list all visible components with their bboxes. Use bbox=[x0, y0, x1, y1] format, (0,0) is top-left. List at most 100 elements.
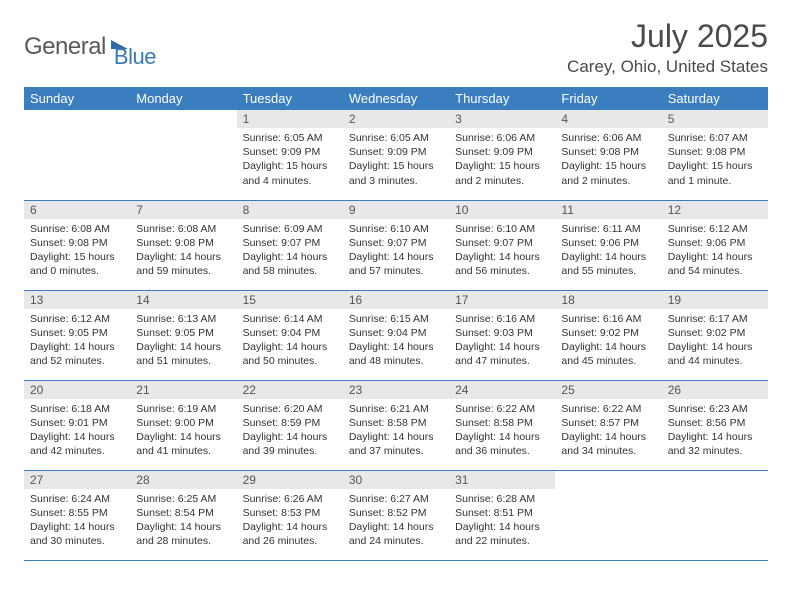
calendar-cell: 13Sunrise: 6:12 AMSunset: 9:05 PMDayligh… bbox=[24, 290, 130, 380]
day-number: 18 bbox=[555, 291, 661, 309]
calendar-row: 13Sunrise: 6:12 AMSunset: 9:05 PMDayligh… bbox=[24, 290, 768, 380]
calendar-cell: 28Sunrise: 6:25 AMSunset: 8:54 PMDayligh… bbox=[130, 470, 236, 560]
calendar-cell: 27Sunrise: 6:24 AMSunset: 8:55 PMDayligh… bbox=[24, 470, 130, 560]
day-body: Sunrise: 6:05 AMSunset: 9:09 PMDaylight:… bbox=[343, 128, 449, 192]
day-body: Sunrise: 6:16 AMSunset: 9:03 PMDaylight:… bbox=[449, 309, 555, 373]
day-number: 19 bbox=[662, 291, 768, 309]
day-number: 30 bbox=[343, 471, 449, 489]
calendar-cell: 20Sunrise: 6:18 AMSunset: 9:01 PMDayligh… bbox=[24, 380, 130, 470]
calendar-cell: 30Sunrise: 6:27 AMSunset: 8:52 PMDayligh… bbox=[343, 470, 449, 560]
calendar-cell: 8Sunrise: 6:09 AMSunset: 9:07 PMDaylight… bbox=[237, 200, 343, 290]
day-number: 16 bbox=[343, 291, 449, 309]
day-number: 9 bbox=[343, 201, 449, 219]
day-number: 7 bbox=[130, 201, 236, 219]
month-title: July 2025 bbox=[567, 18, 768, 55]
calendar-cell: 18Sunrise: 6:16 AMSunset: 9:02 PMDayligh… bbox=[555, 290, 661, 380]
day-number: 8 bbox=[237, 201, 343, 219]
day-number: 5 bbox=[662, 110, 768, 128]
calendar-cell: 4Sunrise: 6:06 AMSunset: 9:08 PMDaylight… bbox=[555, 110, 661, 200]
calendar-cell: 22Sunrise: 6:20 AMSunset: 8:59 PMDayligh… bbox=[237, 380, 343, 470]
day-body: Sunrise: 6:12 AMSunset: 9:06 PMDaylight:… bbox=[662, 219, 768, 283]
calendar-cell: 12Sunrise: 6:12 AMSunset: 9:06 PMDayligh… bbox=[662, 200, 768, 290]
logo: General Blue bbox=[24, 18, 156, 70]
day-body: Sunrise: 6:22 AMSunset: 8:57 PMDaylight:… bbox=[555, 399, 661, 463]
calendar-cell: 3Sunrise: 6:06 AMSunset: 9:09 PMDaylight… bbox=[449, 110, 555, 200]
day-body: Sunrise: 6:25 AMSunset: 8:54 PMDaylight:… bbox=[130, 489, 236, 553]
day-number: 13 bbox=[24, 291, 130, 309]
day-body: Sunrise: 6:05 AMSunset: 9:09 PMDaylight:… bbox=[237, 128, 343, 192]
day-body: Sunrise: 6:24 AMSunset: 8:55 PMDaylight:… bbox=[24, 489, 130, 553]
day-body: Sunrise: 6:21 AMSunset: 8:58 PMDaylight:… bbox=[343, 399, 449, 463]
calendar: Sunday Monday Tuesday Wednesday Thursday… bbox=[24, 87, 768, 561]
calendar-cell: 24Sunrise: 6:22 AMSunset: 8:58 PMDayligh… bbox=[449, 380, 555, 470]
day-number: 27 bbox=[24, 471, 130, 489]
day-body: Sunrise: 6:06 AMSunset: 9:09 PMDaylight:… bbox=[449, 128, 555, 192]
day-body: Sunrise: 6:07 AMSunset: 9:08 PMDaylight:… bbox=[662, 128, 768, 192]
day-body: Sunrise: 6:27 AMSunset: 8:52 PMDaylight:… bbox=[343, 489, 449, 553]
day-body: Sunrise: 6:17 AMSunset: 9:02 PMDaylight:… bbox=[662, 309, 768, 373]
day-body: Sunrise: 6:22 AMSunset: 8:58 PMDaylight:… bbox=[449, 399, 555, 463]
calendar-cell: 2Sunrise: 6:05 AMSunset: 9:09 PMDaylight… bbox=[343, 110, 449, 200]
day-body: Sunrise: 6:08 AMSunset: 9:08 PMDaylight:… bbox=[24, 219, 130, 283]
calendar-row: 27Sunrise: 6:24 AMSunset: 8:55 PMDayligh… bbox=[24, 470, 768, 560]
day-body: Sunrise: 6:14 AMSunset: 9:04 PMDaylight:… bbox=[237, 309, 343, 373]
day-body: Sunrise: 6:10 AMSunset: 9:07 PMDaylight:… bbox=[449, 219, 555, 283]
day-number: 14 bbox=[130, 291, 236, 309]
location: Carey, Ohio, United States bbox=[567, 57, 768, 77]
day-body: Sunrise: 6:08 AMSunset: 9:08 PMDaylight:… bbox=[130, 219, 236, 283]
day-body: Sunrise: 6:12 AMSunset: 9:05 PMDaylight:… bbox=[24, 309, 130, 373]
day-body: Sunrise: 6:13 AMSunset: 9:05 PMDaylight:… bbox=[130, 309, 236, 373]
day-number: 29 bbox=[237, 471, 343, 489]
calendar-row: 20Sunrise: 6:18 AMSunset: 9:01 PMDayligh… bbox=[24, 380, 768, 470]
calendar-cell: 10Sunrise: 6:10 AMSunset: 9:07 PMDayligh… bbox=[449, 200, 555, 290]
weekday-header: Thursday bbox=[449, 87, 555, 110]
day-body: Sunrise: 6:18 AMSunset: 9:01 PMDaylight:… bbox=[24, 399, 130, 463]
header: General Blue July 2025 Carey, Ohio, Unit… bbox=[24, 18, 768, 77]
day-number: 25 bbox=[555, 381, 661, 399]
day-number: 31 bbox=[449, 471, 555, 489]
day-body: Sunrise: 6:09 AMSunset: 9:07 PMDaylight:… bbox=[237, 219, 343, 283]
day-number: 24 bbox=[449, 381, 555, 399]
calendar-cell bbox=[130, 110, 236, 200]
calendar-cell: 14Sunrise: 6:13 AMSunset: 9:05 PMDayligh… bbox=[130, 290, 236, 380]
day-number: 3 bbox=[449, 110, 555, 128]
day-number: 26 bbox=[662, 381, 768, 399]
calendar-cell: 19Sunrise: 6:17 AMSunset: 9:02 PMDayligh… bbox=[662, 290, 768, 380]
day-body: Sunrise: 6:28 AMSunset: 8:51 PMDaylight:… bbox=[449, 489, 555, 553]
calendar-cell: 25Sunrise: 6:22 AMSunset: 8:57 PMDayligh… bbox=[555, 380, 661, 470]
calendar-cell: 31Sunrise: 6:28 AMSunset: 8:51 PMDayligh… bbox=[449, 470, 555, 560]
calendar-cell: 5Sunrise: 6:07 AMSunset: 9:08 PMDaylight… bbox=[662, 110, 768, 200]
day-number: 6 bbox=[24, 201, 130, 219]
calendar-cell: 11Sunrise: 6:11 AMSunset: 9:06 PMDayligh… bbox=[555, 200, 661, 290]
day-number: 11 bbox=[555, 201, 661, 219]
calendar-row: 1Sunrise: 6:05 AMSunset: 9:09 PMDaylight… bbox=[24, 110, 768, 200]
title-block: July 2025 Carey, Ohio, United States bbox=[567, 18, 768, 77]
weekday-header-row: Sunday Monday Tuesday Wednesday Thursday… bbox=[24, 87, 768, 110]
calendar-cell: 17Sunrise: 6:16 AMSunset: 9:03 PMDayligh… bbox=[449, 290, 555, 380]
calendar-cell bbox=[555, 470, 661, 560]
day-number: 4 bbox=[555, 110, 661, 128]
day-number: 17 bbox=[449, 291, 555, 309]
logo-text-2: Blue bbox=[114, 44, 156, 70]
calendar-cell: 1Sunrise: 6:05 AMSunset: 9:09 PMDaylight… bbox=[237, 110, 343, 200]
day-body: Sunrise: 6:23 AMSunset: 8:56 PMDaylight:… bbox=[662, 399, 768, 463]
day-number: 2 bbox=[343, 110, 449, 128]
calendar-cell: 9Sunrise: 6:10 AMSunset: 9:07 PMDaylight… bbox=[343, 200, 449, 290]
day-body: Sunrise: 6:10 AMSunset: 9:07 PMDaylight:… bbox=[343, 219, 449, 283]
calendar-cell bbox=[662, 470, 768, 560]
calendar-cell: 7Sunrise: 6:08 AMSunset: 9:08 PMDaylight… bbox=[130, 200, 236, 290]
weekday-header: Sunday bbox=[24, 87, 130, 110]
day-number: 15 bbox=[237, 291, 343, 309]
day-number: 12 bbox=[662, 201, 768, 219]
day-number: 22 bbox=[237, 381, 343, 399]
calendar-cell: 6Sunrise: 6:08 AMSunset: 9:08 PMDaylight… bbox=[24, 200, 130, 290]
day-body: Sunrise: 6:16 AMSunset: 9:02 PMDaylight:… bbox=[555, 309, 661, 373]
day-body: Sunrise: 6:15 AMSunset: 9:04 PMDaylight:… bbox=[343, 309, 449, 373]
weekday-header: Tuesday bbox=[237, 87, 343, 110]
day-number: 23 bbox=[343, 381, 449, 399]
calendar-cell: 26Sunrise: 6:23 AMSunset: 8:56 PMDayligh… bbox=[662, 380, 768, 470]
calendar-cell: 15Sunrise: 6:14 AMSunset: 9:04 PMDayligh… bbox=[237, 290, 343, 380]
calendar-row: 6Sunrise: 6:08 AMSunset: 9:08 PMDaylight… bbox=[24, 200, 768, 290]
weekday-header: Friday bbox=[555, 87, 661, 110]
day-number: 28 bbox=[130, 471, 236, 489]
